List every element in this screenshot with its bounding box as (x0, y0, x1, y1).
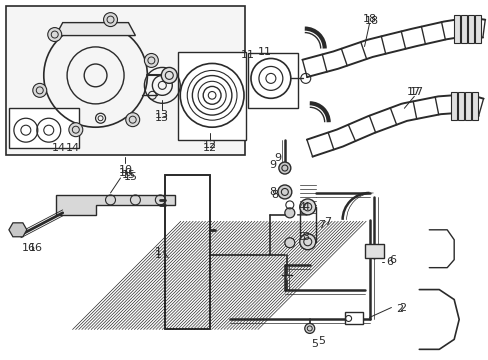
Text: 16: 16 (22, 243, 36, 253)
Text: 11: 11 (257, 48, 271, 58)
Text: 9: 9 (274, 153, 281, 163)
Circle shape (33, 84, 47, 97)
Text: 7: 7 (318, 220, 325, 230)
Text: 18: 18 (364, 15, 378, 26)
Text: 17: 17 (407, 87, 421, 97)
Text: 8: 8 (271, 190, 278, 200)
Text: 14: 14 (52, 143, 66, 153)
Circle shape (103, 13, 117, 27)
Text: 8: 8 (269, 187, 276, 197)
Bar (471, 92, 477, 120)
Circle shape (144, 54, 158, 67)
Text: 6: 6 (388, 255, 395, 265)
Text: 15: 15 (123, 172, 137, 182)
Bar (450, 92, 456, 120)
Circle shape (161, 67, 177, 84)
Text: 10: 10 (118, 165, 132, 175)
Bar (467, 15, 473, 42)
Bar (364, 244, 384, 258)
Text: 16: 16 (29, 243, 43, 253)
Text: 5: 5 (318, 336, 325, 346)
Circle shape (277, 185, 291, 199)
Text: 12: 12 (203, 143, 217, 153)
Text: 7: 7 (324, 217, 330, 227)
Circle shape (285, 238, 294, 248)
Bar (165, 175, 210, 329)
Text: 1: 1 (155, 247, 162, 257)
Bar (6, 6, 244, 155)
Text: 4: 4 (298, 202, 305, 212)
Circle shape (278, 162, 290, 174)
Polygon shape (56, 195, 175, 215)
Bar (460, 15, 466, 42)
Text: 11: 11 (241, 50, 254, 60)
Circle shape (69, 123, 82, 137)
Text: 4: 4 (302, 202, 309, 212)
Polygon shape (9, 223, 27, 237)
Text: 2: 2 (395, 305, 402, 315)
Circle shape (304, 323, 314, 333)
Text: 2: 2 (398, 302, 405, 312)
Circle shape (299, 199, 315, 215)
Circle shape (299, 234, 315, 250)
Text: 5: 5 (310, 339, 318, 349)
Bar (178, 53, 245, 140)
Bar (165, 175, 210, 329)
Text: 12: 12 (203, 140, 217, 150)
Text: 1: 1 (155, 250, 162, 260)
Bar (9, 108, 79, 148)
Text: 3: 3 (298, 232, 305, 242)
Bar (453, 15, 459, 42)
Circle shape (125, 113, 140, 127)
Circle shape (285, 208, 294, 218)
Text: 14: 14 (65, 143, 80, 153)
Text: 13: 13 (155, 110, 169, 120)
Bar (247, 54, 297, 108)
Bar (457, 92, 463, 120)
Text: 13: 13 (155, 113, 169, 123)
Circle shape (48, 28, 61, 41)
Bar (474, 15, 480, 42)
Text: 6: 6 (385, 257, 392, 267)
Text: 3: 3 (302, 232, 308, 242)
Polygon shape (56, 23, 135, 36)
Bar (464, 92, 470, 120)
Text: 15: 15 (121, 170, 135, 180)
Text: 18: 18 (362, 14, 376, 24)
Bar (344, 312, 362, 324)
Text: 10: 10 (118, 168, 132, 178)
Text: 17: 17 (409, 87, 424, 97)
Text: 9: 9 (269, 160, 276, 170)
